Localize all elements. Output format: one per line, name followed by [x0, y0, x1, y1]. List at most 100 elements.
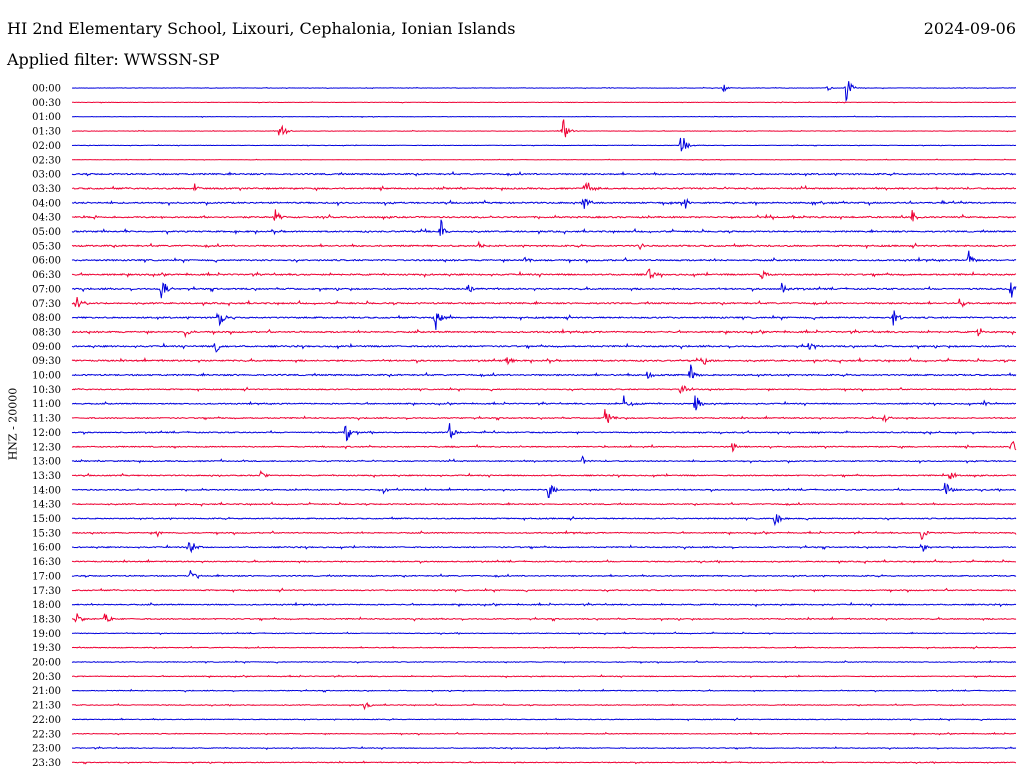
- time-tick-label: 07:30: [32, 299, 61, 310]
- trace-line: [71, 170, 1017, 177]
- time-tick-label: 01:00: [32, 112, 61, 123]
- trace-line: [71, 119, 1017, 138]
- time-tick-label: 18:00: [32, 600, 61, 611]
- trace-line: [71, 745, 1017, 751]
- trace-line: [71, 542, 1017, 554]
- trace-line: [71, 268, 1017, 280]
- time-tick-label: 06:00: [32, 256, 61, 267]
- trace-line: [71, 440, 1017, 453]
- time-tick-labels: 00:00 00:30 01:00 01:30 02:00 02:30 03:00 03:30…: [32, 84, 61, 769]
- time-tick-label: 20:30: [32, 672, 61, 683]
- time-tick-label: 11:00: [32, 399, 61, 410]
- trace-line: [71, 384, 1017, 395]
- time-tick-label: 17:00: [32, 571, 61, 582]
- trace-line: [71, 364, 1017, 379]
- time-tick-label: 00:00: [32, 84, 61, 95]
- trace-line: [71, 570, 1017, 580]
- time-tick-label: 13:30: [32, 471, 61, 482]
- time-tick-label: 00:30: [32, 98, 61, 109]
- time-tick-label: 17:30: [32, 586, 61, 597]
- time-tick-label: 08:30: [32, 327, 61, 338]
- trace-line: [71, 297, 1017, 308]
- time-tick-label: 12:30: [32, 442, 61, 453]
- time-tick-label: 05:00: [32, 227, 61, 238]
- time-tick-label: 16:30: [32, 557, 61, 568]
- time-tick-label: 15:00: [32, 514, 61, 525]
- time-tick-label: 08:00: [32, 313, 61, 324]
- time-tick-label: 04:30: [32, 213, 61, 224]
- time-tick-label: 01:30: [32, 127, 61, 138]
- record-date: 2024-09-06: [923, 19, 1016, 38]
- trace-line: [71, 529, 1017, 540]
- time-tick-label: 23:00: [32, 744, 61, 755]
- time-tick-label: 14:30: [32, 500, 61, 511]
- trace-line: [71, 328, 1017, 339]
- time-tick-label: 18:30: [32, 614, 61, 625]
- trace-line: [71, 137, 1017, 152]
- trace-line: [71, 81, 1017, 103]
- station-title: HI 2nd Elementary School, Lixouri, Cepha…: [7, 19, 516, 38]
- trace-line: [71, 659, 1017, 664]
- time-tick-label: 21:30: [32, 701, 61, 712]
- time-tick-label: 03:30: [32, 184, 61, 195]
- trace-line: [71, 115, 1016, 118]
- time-tick-label: 10:30: [32, 385, 61, 396]
- trace-line: [71, 342, 1017, 353]
- trace-line: [71, 674, 1017, 679]
- trace-line: [72, 717, 1017, 722]
- time-tick-label: 02:30: [32, 155, 61, 166]
- time-tick-label: 15:30: [32, 528, 61, 539]
- trace-line: [71, 409, 1017, 423]
- trace-line: [71, 250, 1017, 264]
- trace-line: [71, 702, 1017, 711]
- time-tick-label: 09:30: [32, 356, 61, 367]
- trace-line: [72, 470, 1017, 480]
- trace-line: [71, 501, 1017, 507]
- trace-line: [71, 587, 1017, 593]
- time-tick-label: 12:00: [32, 428, 61, 439]
- trace-line: [71, 688, 1017, 693]
- trace-line: [71, 482, 1017, 499]
- time-tick-label: 20:00: [32, 658, 61, 669]
- trace-line: [71, 455, 1017, 464]
- trace-line: [71, 631, 1017, 636]
- trace-line: [71, 219, 1017, 236]
- time-tick-label: 07:00: [32, 284, 61, 295]
- trace-line: [71, 209, 1017, 222]
- time-tick-label: 14:00: [32, 485, 61, 496]
- trace-line: [71, 514, 1017, 527]
- time-tick-label: 13:00: [32, 457, 61, 468]
- time-tick-label: 21:00: [32, 686, 61, 697]
- time-tick-label: 02:00: [32, 141, 61, 152]
- trace-line: [72, 158, 1016, 161]
- trace-line: [71, 423, 1017, 442]
- trace-line: [71, 645, 1017, 650]
- trace-line: [71, 181, 1017, 192]
- time-tick-label: 11:30: [32, 414, 61, 425]
- trace-line: [71, 240, 1016, 251]
- time-tick-label: 22:30: [32, 729, 61, 740]
- trace-line: [71, 310, 1017, 330]
- time-tick-label: 04:00: [32, 198, 61, 209]
- time-tick-label: 23:30: [32, 758, 61, 769]
- trace-line: [71, 357, 1017, 366]
- trace-line: [71, 760, 1017, 765]
- time-tick-label: 03:00: [32, 170, 61, 181]
- trace-line: [71, 613, 1017, 623]
- time-tick-label: 19:30: [32, 643, 61, 654]
- seismic-traces: [71, 81, 1017, 765]
- trace-line: [71, 395, 1017, 411]
- time-tick-label: 22:00: [32, 715, 61, 726]
- time-tick-label: 05:30: [32, 241, 61, 252]
- time-tick-label: 16:00: [32, 543, 61, 554]
- trace-line: [71, 731, 1016, 736]
- trace-line: [71, 282, 1017, 299]
- filter-label: Applied filter: WWSSN-SP: [7, 50, 220, 69]
- trace-line: [71, 601, 1017, 608]
- time-tick-label: 06:30: [32, 270, 61, 281]
- trace-line: [72, 101, 1016, 104]
- time-tick-label: 10:00: [32, 371, 61, 382]
- time-tick-label: 09:00: [32, 342, 61, 353]
- time-tick-label: 19:00: [32, 629, 61, 640]
